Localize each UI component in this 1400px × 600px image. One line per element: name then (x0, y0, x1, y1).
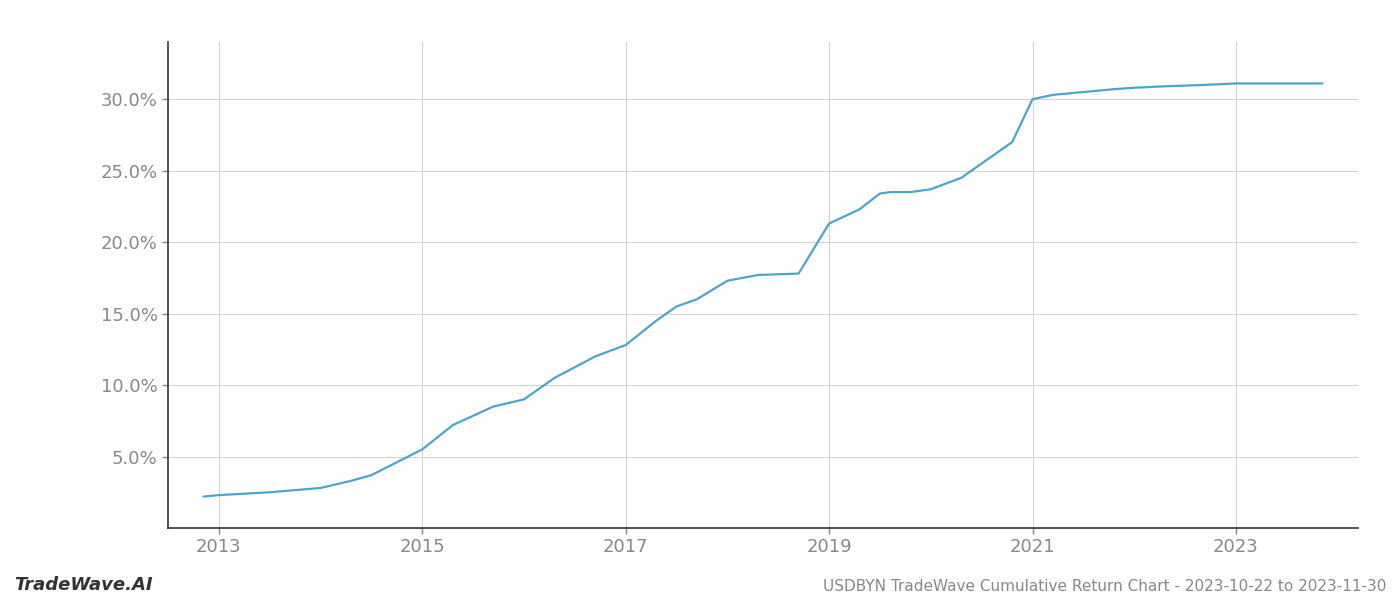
Text: USDBYN TradeWave Cumulative Return Chart - 2023-10-22 to 2023-11-30: USDBYN TradeWave Cumulative Return Chart… (823, 579, 1386, 594)
Text: TradeWave.AI: TradeWave.AI (14, 576, 153, 594)
